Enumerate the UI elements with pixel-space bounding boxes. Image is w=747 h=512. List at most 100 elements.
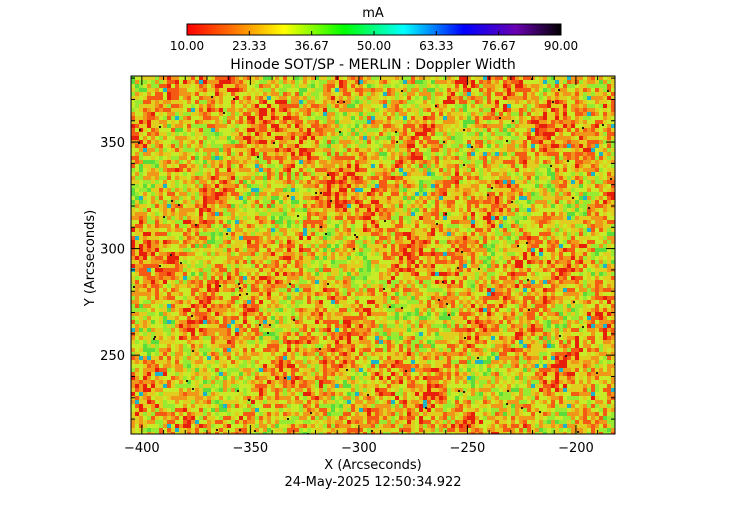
heatmap-cell [487,152,491,156]
heatmap-cell [507,80,511,84]
heatmap-cell [515,92,519,96]
heatmap-cell [451,188,455,192]
heatmap-cell [179,124,183,128]
heatmap-cell [435,232,439,236]
heatmap-cell [131,176,135,180]
heatmap-cell [451,156,455,160]
heatmap-cell [499,120,503,124]
heatmap-cell [499,80,503,84]
heatmap-cell [515,188,519,192]
heatmap-cell [175,84,179,88]
heatmap-cell [539,76,543,80]
heatmap-cell [587,156,591,160]
heatmap-cell [203,220,207,224]
heatmap-cell [599,120,603,124]
heatmap-cell [207,124,211,128]
heatmap-cell [307,108,311,112]
heatmap-cell [439,232,443,236]
heatmap-cell [275,228,279,232]
heatmap-cell [407,112,411,116]
heatmap-cell [283,200,287,204]
heatmap-cell [575,100,579,104]
heatmap-cell [307,132,311,136]
heatmap-cell [343,132,347,136]
heatmap-cell [195,220,199,224]
heatmap-cell [255,104,259,108]
heatmap-cell [459,224,463,228]
heatmap-cell [551,220,555,224]
heatmap-cell [375,156,379,160]
heatmap-cell [191,184,195,188]
heatmap-cell [335,164,339,168]
heatmap-cell [391,136,395,140]
heatmap-cell [223,128,227,132]
heatmap-cell [507,132,511,136]
heatmap-cell [427,220,431,224]
heatmap-cell [519,172,523,176]
heatmap-cell [487,160,491,164]
heatmap-cell [495,176,499,180]
heatmap-cell [359,88,363,92]
heatmap-cell [579,92,583,96]
heatmap-cell [363,84,367,88]
heatmap-cell [291,76,295,80]
heatmap-cell [367,128,371,132]
heatmap-cell [559,104,563,108]
heatmap-cell [495,232,499,236]
heatmap-cell [527,224,531,228]
heatmap-cell [567,88,571,92]
heatmap-cell [307,196,311,200]
heatmap-cell [507,184,511,188]
heatmap-cell [407,152,411,156]
heatmap-cell [451,228,455,232]
heatmap-cell [455,136,459,140]
heatmap-cell [159,96,163,100]
heatmap-cell [359,76,363,80]
heatmap-cell [575,168,579,172]
heatmap-cell [467,76,471,80]
heatmap-cell [483,156,487,160]
heatmap-cell [503,76,507,80]
heatmap-cell [291,116,295,120]
heatmap-cell [343,180,347,184]
heatmap-cell [211,212,215,216]
heatmap-cell [343,192,347,196]
heatmap-cell [235,216,239,220]
heatmap-cell [423,96,427,100]
heatmap-cell [427,200,431,204]
heatmap-cell [135,112,139,116]
heatmap-cell [371,224,375,228]
heatmap-cell [131,228,135,232]
heatmap-cell [595,152,599,156]
heatmap-cell [523,152,527,156]
heatmap-cell [251,96,255,100]
heatmap-cell [371,120,375,124]
heatmap-cell [267,96,271,100]
heatmap-cell [351,108,355,112]
heatmap-cell [459,120,463,124]
heatmap-cell [479,184,483,188]
heatmap-cell [335,88,339,92]
heatmap-cell [379,100,383,104]
heatmap-cell [251,208,255,212]
heatmap-cell [395,156,399,160]
heatmap-cell [483,144,487,148]
heatmap-cell [475,120,479,124]
heatmap-cell [379,136,383,140]
heatmap-cell [495,216,499,220]
heatmap-cell [159,140,163,144]
heatmap-cell [499,96,503,100]
heatmap-cell [155,192,159,196]
heatmap-cell [371,108,375,112]
heatmap-cell [423,216,427,220]
heatmap-cell [487,140,491,144]
heatmap-cell [243,200,247,204]
heatmap-cell [535,180,539,184]
heatmap-cell [367,192,371,196]
heatmap-cell [539,224,543,228]
heatmap-cell [579,136,583,140]
heatmap-cell [299,120,303,124]
heatmap-cell [199,88,203,92]
heatmap-cell [479,152,483,156]
heatmap-cell [599,136,603,140]
